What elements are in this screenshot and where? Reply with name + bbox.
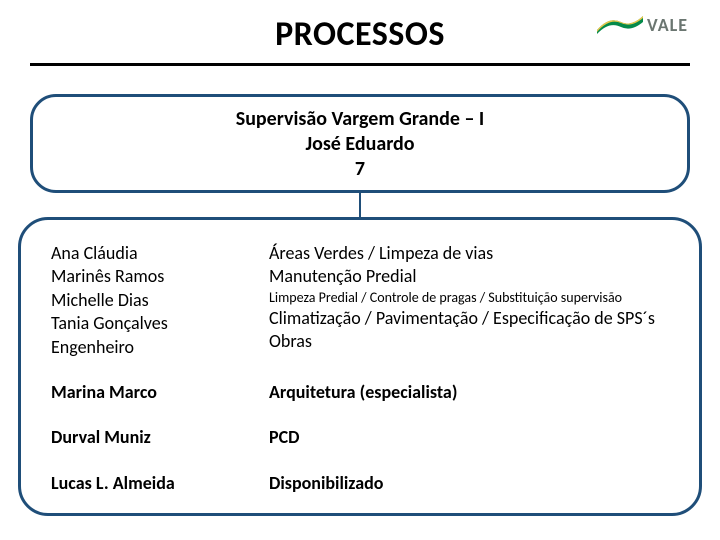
vale-swoosh-icon — [597, 12, 643, 38]
spacer — [51, 404, 669, 426]
role-3: Climatização / Pavimentação / Especifica… — [269, 307, 669, 330]
name-3: Tania Gonçalves — [51, 312, 269, 335]
row-role: PCD — [269, 426, 669, 449]
row-durval: Durval Muniz PCD — [51, 426, 669, 449]
spacer — [51, 359, 669, 381]
group-top-roles: Áreas Verdes / Limpeza de vias Manutençã… — [269, 242, 669, 354]
title-underline — [30, 63, 690, 66]
people-box: Ana Cláudia Marinês Ramos Michelle Dias … — [18, 217, 702, 516]
connector-line — [359, 193, 361, 217]
spacer — [51, 450, 669, 472]
page-title: PROCESSOS — [30, 14, 690, 55]
supervision-line1: Supervisão Vargem Grande – I — [33, 107, 687, 132]
supervision-box: Supervisão Vargem Grande – I José Eduard… — [30, 94, 690, 193]
row-lucas: Lucas L. Almeida Disponibilizado — [51, 472, 669, 495]
vale-logo-text: VALE — [647, 14, 688, 36]
supervision-line3: 7 — [33, 157, 687, 182]
group-top-names: Ana Cláudia Marinês Ramos Michelle Dias … — [51, 242, 269, 359]
role-4: Obras — [269, 330, 669, 353]
role-2: Limpeza Predial / Controle de pragas / S… — [269, 289, 669, 307]
supervision-line2: José Eduardo — [33, 132, 687, 157]
name-1: Marinês Ramos — [51, 265, 269, 288]
vale-logo: VALE — [597, 12, 688, 38]
row-name: Lucas L. Almeida — [51, 472, 269, 495]
role-0: Áreas Verdes / Limpeza de vias — [269, 242, 669, 265]
header: PROCESSOS VALE — [0, 0, 720, 61]
row-marina: Marina Marco Arquitetura (especialista) — [51, 381, 669, 404]
role-1: Manutenção Predial — [269, 265, 669, 288]
row-name: Marina Marco — [51, 381, 269, 404]
group-top-row: Ana Cláudia Marinês Ramos Michelle Dias … — [51, 242, 669, 359]
name-0: Ana Cláudia — [51, 242, 269, 265]
name-2: Michelle Dias — [51, 289, 269, 312]
row-name: Durval Muniz — [51, 426, 269, 449]
row-role: Disponibilizado — [269, 472, 669, 495]
row-role: Arquitetura (especialista) — [269, 381, 669, 404]
name-4: Engenheiro — [51, 336, 269, 359]
